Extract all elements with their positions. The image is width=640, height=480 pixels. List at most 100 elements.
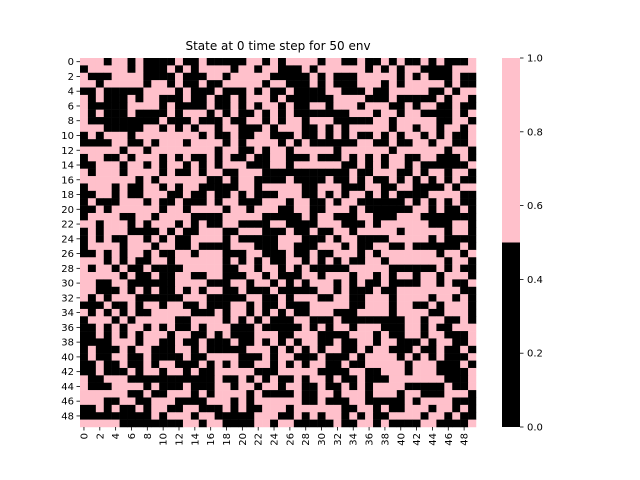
- heatmap-cell: [444, 168, 453, 177]
- heatmap-cell: [452, 146, 461, 155]
- heatmap-cell: [230, 367, 239, 376]
- heatmap-cell: [285, 353, 295, 361]
- heatmap-cell: [365, 345, 374, 354]
- heatmap-cell: [452, 419, 461, 428]
- heatmap-cell: [198, 286, 207, 295]
- heatmap-cell: [270, 375, 279, 383]
- heatmap-cell: [317, 124, 326, 133]
- heatmap-cell: [159, 109, 168, 118]
- heatmap-cell: [285, 308, 295, 317]
- heatmap-cell: [95, 412, 105, 420]
- heatmap-cell: [365, 235, 374, 243]
- heatmap-cell: [365, 153, 374, 162]
- heatmap-cell: [357, 308, 366, 317]
- heatmap-cell: [270, 382, 279, 391]
- heatmap-cell: [151, 65, 160, 74]
- heatmap-cell: [222, 249, 231, 258]
- heatmap-cell: [365, 367, 374, 376]
- heatmap-cell: [230, 331, 239, 339]
- heatmap-cell: [262, 419, 271, 428]
- heatmap-cell: [103, 345, 112, 354]
- heatmap-cell: [151, 139, 160, 147]
- heatmap-cell: [341, 58, 350, 66]
- heatmap-cell: [468, 227, 477, 236]
- heatmap-cell: [151, 205, 160, 214]
- heatmap-cell: [333, 227, 342, 236]
- heatmap-cell: [143, 404, 152, 413]
- heatmap-cell: [278, 331, 287, 339]
- heatmap-cell: [468, 131, 477, 140]
- x-tick-label: 6: [127, 433, 138, 439]
- heatmap-cell: [380, 249, 390, 258]
- heatmap-cell: [182, 139, 192, 147]
- heatmap-cell: [95, 345, 105, 354]
- heatmap-cell: [190, 382, 200, 391]
- heatmap-cell: [301, 117, 310, 125]
- heatmap-cell: [388, 94, 398, 103]
- heatmap-cell: [380, 102, 390, 110]
- heatmap-cell: [396, 338, 405, 347]
- heatmap-cell: [270, 161, 279, 169]
- heatmap-cell: [95, 308, 105, 317]
- heatmap-cell: [365, 94, 374, 103]
- heatmap-cell: [428, 323, 437, 332]
- heatmap-cell: [349, 80, 358, 88]
- heatmap-cell: [460, 227, 469, 236]
- heatmap-cell: [428, 124, 437, 133]
- heatmap-cell: [317, 131, 326, 140]
- heatmap-cell: [87, 353, 97, 361]
- heatmap-cell: [444, 190, 453, 199]
- heatmap-cell: [127, 308, 136, 317]
- heatmap-cell: [396, 272, 405, 280]
- heatmap-cell: [428, 279, 437, 288]
- heatmap-cell: [341, 109, 350, 118]
- heatmap-cell: [230, 360, 239, 369]
- heatmap-cell: [341, 345, 350, 354]
- heatmap-cell: [452, 242, 461, 251]
- heatmap-cell: [333, 146, 342, 155]
- heatmap-cell: [135, 360, 144, 369]
- heatmap-cell: [365, 117, 374, 125]
- heatmap-cell: [143, 72, 152, 81]
- heatmap-cell: [238, 375, 247, 383]
- heatmap-cell: [404, 242, 413, 251]
- heatmap-cell: [143, 220, 152, 228]
- heatmap-cell: [309, 375, 318, 383]
- heatmap-cell: [246, 338, 255, 347]
- heatmap-cell: [159, 301, 168, 310]
- heatmap-cell: [325, 124, 334, 133]
- heatmap-cell: [404, 80, 413, 88]
- heatmap-cell: [151, 235, 160, 243]
- heatmap-cell: [222, 117, 231, 125]
- heatmap-cell: [412, 139, 421, 147]
- heatmap-cell: [175, 404, 184, 413]
- heatmap-cell: [420, 80, 429, 88]
- heatmap-cell: [103, 353, 112, 361]
- heatmap-cell: [111, 367, 120, 376]
- heatmap-cell: [103, 382, 112, 391]
- heatmap-cell: [341, 161, 350, 169]
- heatmap-cell: [198, 153, 207, 162]
- heatmap-cell: [357, 294, 366, 302]
- heatmap-cell: [151, 242, 160, 251]
- heatmap-cell: [127, 176, 136, 184]
- heatmap-cell: [230, 80, 239, 88]
- heatmap-cell: [333, 183, 342, 192]
- heatmap-cell: [262, 168, 271, 177]
- heatmap-cell: [190, 412, 200, 420]
- heatmap-cell: [262, 190, 271, 199]
- heatmap-cell: [293, 153, 303, 162]
- heatmap-cell: [412, 220, 421, 228]
- heatmap-cell: [206, 124, 215, 133]
- heatmap-cell: [135, 272, 144, 280]
- heatmap-cell: [230, 102, 239, 110]
- heatmap-cell: [380, 109, 390, 118]
- x-tick-label: 8: [143, 433, 154, 439]
- heatmap-cell: [151, 404, 160, 413]
- heatmap-cell: [373, 87, 382, 96]
- heatmap-cell: [404, 294, 413, 302]
- heatmap-cell: [87, 419, 97, 428]
- heatmap-cell: [468, 72, 477, 81]
- heatmap-cell: [278, 220, 287, 228]
- heatmap-cell: [175, 242, 184, 251]
